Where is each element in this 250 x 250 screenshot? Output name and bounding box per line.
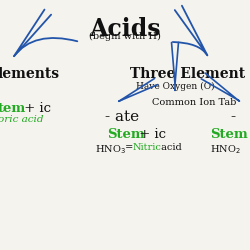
Text: -: -: [230, 110, 235, 124]
Text: Acids: Acids: [89, 17, 161, 41]
Text: Three Element: Three Element: [130, 67, 245, 81]
Text: oric acid: oric acid: [0, 115, 44, 124]
Text: Stem: Stem: [210, 128, 248, 141]
Text: - ate: - ate: [105, 110, 139, 124]
Text: HNO$_2$: HNO$_2$: [210, 143, 241, 156]
Text: tem: tem: [0, 102, 26, 115]
Text: Common Ion Tab: Common Ion Tab: [152, 98, 236, 107]
Text: Stem: Stem: [107, 128, 145, 141]
Text: acid: acid: [158, 143, 182, 152]
Text: =: =: [122, 143, 136, 152]
Text: Have Oxygen (O): Have Oxygen (O): [136, 82, 214, 91]
Text: Nitric: Nitric: [133, 143, 162, 152]
Text: lements: lements: [0, 67, 60, 81]
Text: + ic: + ic: [20, 102, 51, 115]
Text: (begin with H): (begin with H): [89, 32, 161, 41]
Text: + ic: + ic: [135, 128, 166, 141]
Text: HNO$_3$: HNO$_3$: [95, 143, 126, 156]
